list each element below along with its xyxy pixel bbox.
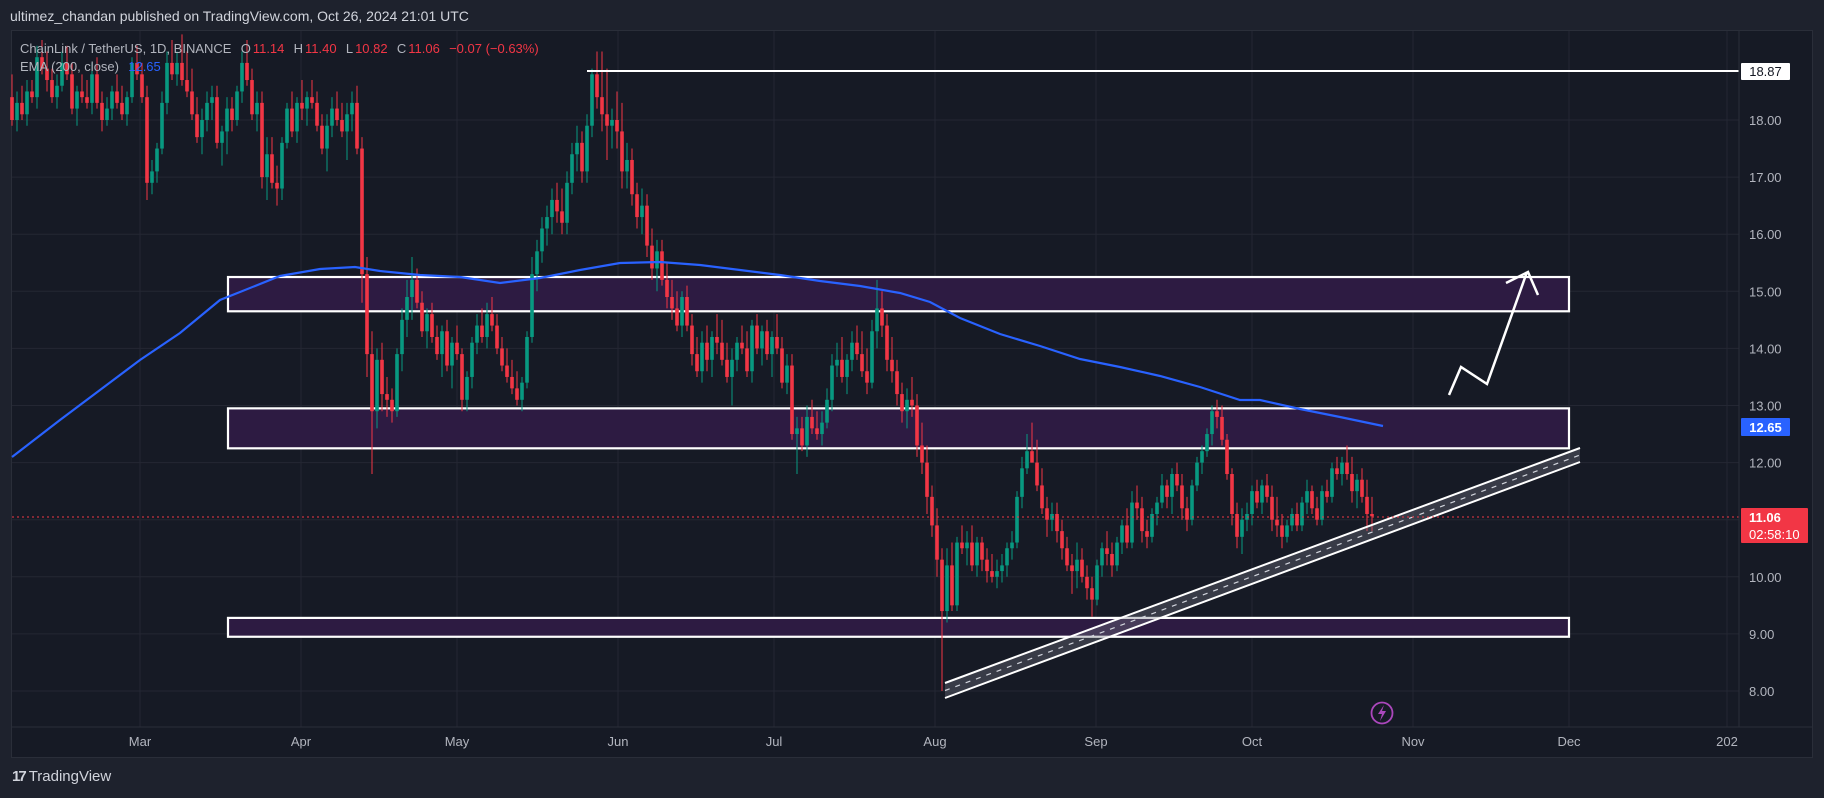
time-tick-label: Oct (1242, 734, 1263, 749)
high-value: 11.40 (305, 41, 337, 56)
high-price-label: 18.87 (1741, 63, 1790, 80)
indicator-name[interactable]: EMA (200, close) (20, 59, 119, 74)
alert-icon[interactable] (1370, 701, 1394, 725)
chart-legend: ChainLink / TetherUS, 1D, BINANCE O 11.14… (20, 40, 541, 76)
price-tick-label: 9.00 (1749, 627, 1774, 642)
grid-lines (12, 31, 1739, 727)
svg-text:11.06: 11.06 (1749, 510, 1781, 525)
time-tick-label: Jun (608, 734, 629, 749)
time-tick-label: Nov (1401, 734, 1425, 749)
symbol-name[interactable]: ChainLink / TetherUS, 1D, BINANCE (20, 41, 232, 56)
change-value: −0.07 (−0.63%) (449, 41, 539, 56)
footer-brand[interactable]: 17 TradingView (12, 768, 111, 785)
indicator-value: 12.65 (128, 59, 161, 74)
open-label: O (240, 41, 251, 56)
price-tick-label: 15.00 (1749, 284, 1782, 299)
price-axis[interactable]: 18.0017.0016.0015.0014.0013.0012.0011.00… (1749, 113, 1782, 699)
open-value: 11.14 (252, 41, 285, 56)
time-tick-label: May (445, 734, 470, 749)
zone-rectangle[interactable] (226, 616, 1571, 638)
svg-text:12.65: 12.65 (1749, 420, 1782, 435)
ema-200-line (11, 260, 1384, 458)
time-tick-label: Jul (766, 734, 783, 749)
zones (226, 275, 1571, 638)
price-tick-label: 10.00 (1749, 570, 1782, 585)
candlesticks (10, 34, 1374, 691)
publish-header: ultimez_chandan published on TradingView… (10, 8, 469, 24)
price-tick-label: 12.00 (1749, 456, 1782, 471)
time-tick-label: Aug (923, 734, 946, 749)
arrow-head (1505, 270, 1540, 296)
price-tick-label: 13.00 (1749, 399, 1782, 414)
time-tick-label: Sep (1084, 734, 1107, 749)
time-tick-label: 202 (1716, 734, 1738, 749)
price-tick-label: 16.00 (1749, 227, 1782, 242)
low-value: 10.82 (355, 41, 388, 56)
trend-channel[interactable] (944, 447, 1581, 699)
brand-name: TradingView (28, 768, 112, 785)
indicator-row: EMA (200, close) 12.65 (20, 58, 541, 76)
svg-text:18.87: 18.87 (1749, 64, 1782, 79)
low-label: L (345, 41, 354, 56)
symbol-row: ChainLink / TetherUS, 1D, BINANCE O 11.14… (20, 40, 541, 58)
projection-arrow[interactable] (1447, 271, 1529, 396)
time-tick-label: Mar (129, 734, 152, 749)
price-tick-label: 8.00 (1749, 684, 1774, 699)
time-tick-label: Apr (291, 734, 312, 749)
last-price-label: 11.06 02:58:10 (1741, 508, 1808, 543)
ema-price-label: 12.65 (1741, 418, 1790, 436)
close-value: 11.06 (408, 41, 440, 56)
time-axis[interactable]: Mar Apr May Jun Jul Aug Sep Oct Nov Dec 202 (129, 734, 1738, 749)
zone-rectangle[interactable] (226, 407, 1571, 450)
close-label: C (396, 41, 407, 56)
price-tick-label: 17.00 (1749, 170, 1782, 185)
zone-rectangle[interactable] (226, 275, 1571, 313)
time-tick-label: Dec (1557, 734, 1581, 749)
tradingview-logo-icon: 17 (12, 768, 27, 785)
svg-text:02:58:10: 02:58:10 (1749, 527, 1800, 542)
high-label: H (293, 41, 304, 56)
price-tick-label: 14.00 (1749, 341, 1782, 356)
price-tick-label: 18.00 (1749, 113, 1782, 128)
